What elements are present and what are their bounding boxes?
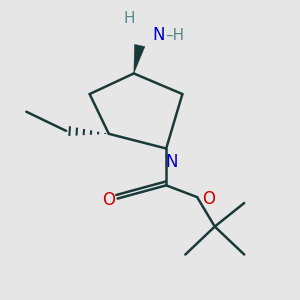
Text: N: N bbox=[166, 153, 178, 171]
Text: O: O bbox=[202, 190, 215, 208]
Text: N: N bbox=[153, 26, 165, 44]
Text: H: H bbox=[124, 11, 135, 26]
Polygon shape bbox=[134, 44, 145, 74]
Text: O: O bbox=[102, 191, 115, 209]
Text: –H: –H bbox=[166, 28, 184, 43]
